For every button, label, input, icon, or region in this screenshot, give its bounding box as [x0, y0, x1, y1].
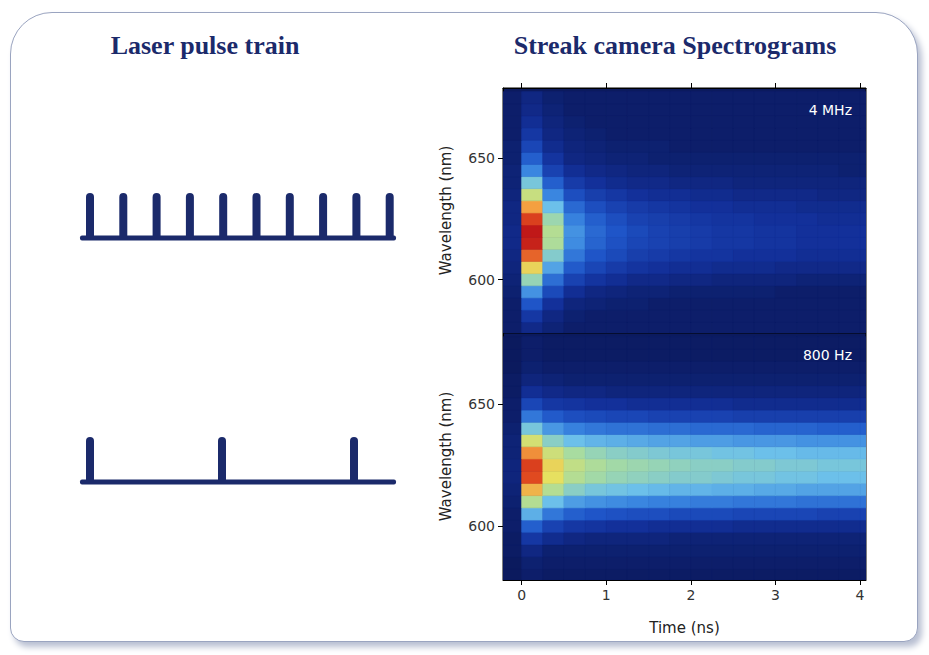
svg-text:2: 2 — [686, 587, 695, 603]
svg-text:1: 1 — [602, 587, 611, 603]
svg-text:800 Hz: 800 Hz — [803, 347, 852, 363]
svg-text:Wavelength (nm): Wavelength (nm) — [437, 146, 455, 276]
svg-text:4: 4 — [856, 587, 865, 603]
svg-text:0: 0 — [517, 587, 526, 603]
svg-text:3: 3 — [771, 587, 780, 603]
svg-text:650: 650 — [468, 396, 495, 412]
svg-text:650: 650 — [468, 150, 495, 166]
svg-text:Wavelength (nm): Wavelength (nm) — [437, 392, 455, 522]
svg-text:4 MHz: 4 MHz — [809, 102, 852, 118]
svg-text:600: 600 — [468, 272, 495, 288]
svg-text:Time (ns): Time (ns) — [648, 619, 720, 637]
svg-text:Streak camera Spectrograms: Streak camera Spectrograms — [514, 31, 837, 60]
svg-text:Laser pulse train: Laser pulse train — [111, 31, 300, 60]
svg-text:600: 600 — [468, 518, 495, 534]
